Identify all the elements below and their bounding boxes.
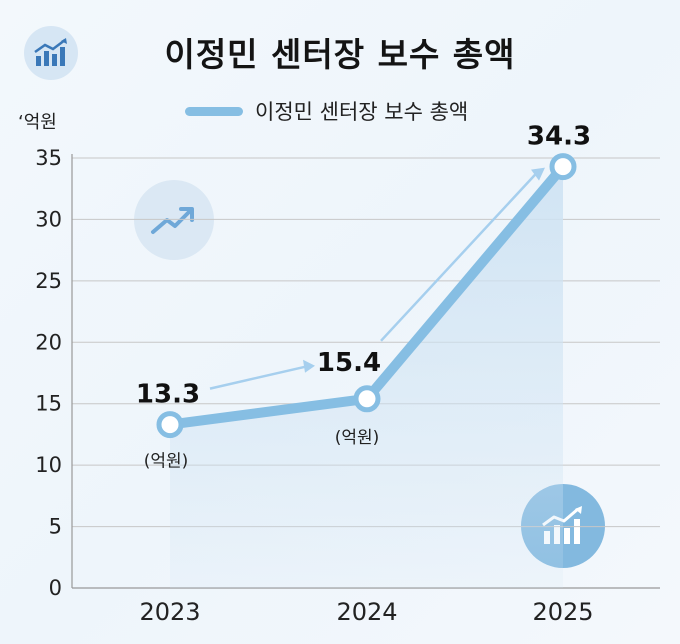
y-tick-label: 10	[35, 453, 62, 477]
x-tick-label: 2023	[139, 598, 200, 626]
y-tick-label: 30	[35, 207, 62, 231]
trend-chart-icon	[24, 26, 78, 80]
legend: 이정민 센터장 보수 총액	[185, 96, 468, 126]
trend-arrow	[380, 171, 538, 342]
data-point	[353, 385, 381, 413]
legend-label: 이정민 센터장 보수 총액	[255, 100, 469, 124]
trend-arrow-head	[531, 167, 545, 181]
data-label: 34.3	[527, 122, 591, 152]
series-area	[170, 166, 563, 588]
data-point	[549, 153, 577, 181]
y-tick-label: 35	[35, 146, 62, 170]
data-point	[156, 411, 184, 439]
x-tick-label: 2025	[532, 598, 593, 626]
x-tick-label: 2024	[336, 598, 397, 626]
trend-arrow-head	[303, 359, 315, 373]
y-tick-label: 5	[49, 515, 62, 539]
trend-arrow	[209, 365, 306, 390]
data-annotation: (억원)	[335, 428, 380, 448]
data-label: 15.4	[317, 348, 381, 378]
y-tick-label: 0	[49, 576, 62, 600]
trend-arrow-icon	[134, 180, 214, 260]
chart-title: 이정민 센터장 보수 총액	[164, 35, 516, 74]
data-label: 13.3	[136, 380, 200, 410]
legend-swatch	[185, 106, 243, 116]
data-annotation: (억원)	[144, 452, 189, 472]
y-tick-label: 15	[35, 392, 62, 416]
y-tick-label: 25	[35, 269, 62, 293]
y-tick-label: 20	[35, 330, 62, 354]
y-axis-unit-label: ‘억원	[18, 112, 57, 133]
